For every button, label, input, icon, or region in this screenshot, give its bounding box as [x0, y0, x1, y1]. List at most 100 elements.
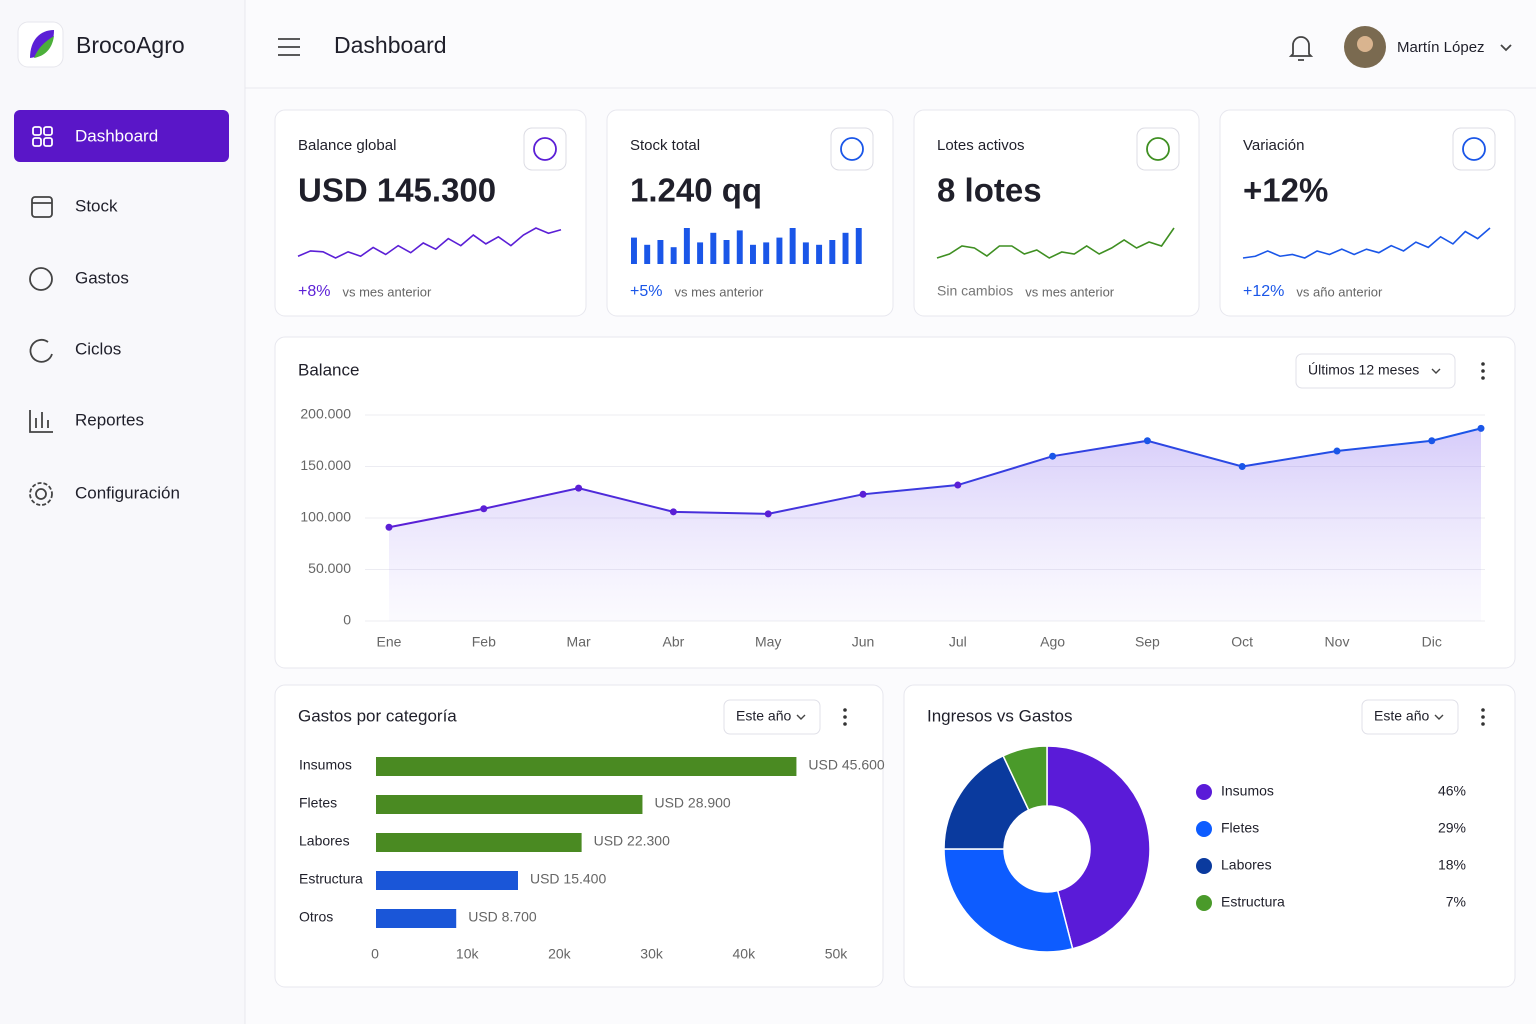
point	[480, 505, 488, 513]
kpi-spark-bar	[644, 244, 651, 264]
nav-item[interactable]: Dashboard	[75, 126, 158, 145]
x-tick-label: 30k	[640, 946, 664, 962]
kpi-spark-bar	[763, 242, 770, 264]
more-menu[interactable]	[843, 715, 847, 719]
notifications[interactable]	[1288, 36, 1314, 61]
kpi-icon-glyph	[533, 137, 557, 161]
kpi-spark-bar	[736, 230, 743, 264]
x-tick-label: Jun	[852, 634, 875, 650]
category-label: Insumos	[299, 757, 352, 773]
y-tick-label: 200.000	[300, 406, 351, 422]
kpi-sparkline	[936, 227, 1175, 259]
kpi-spark-bar	[723, 240, 730, 264]
kpi-sparkline	[1242, 227, 1491, 259]
point	[385, 523, 393, 531]
dropdown[interactable]	[1361, 699, 1459, 735]
kpi-spark-bar	[829, 240, 836, 264]
point	[1049, 452, 1057, 460]
kpi-value: USD 145.300	[298, 172, 496, 209]
user-menu-caret[interactable]	[1500, 44, 1512, 52]
value-label: USD 15.400	[530, 871, 606, 887]
more-menu[interactable]	[843, 708, 847, 712]
nav-active[interactable]	[14, 110, 229, 162]
nav-item[interactable]: Reportes	[75, 410, 144, 429]
kpi-icon	[1136, 127, 1180, 171]
x-tick-label: May	[755, 634, 781, 650]
kpi-value: 1.240 qq	[630, 172, 762, 209]
bar	[376, 757, 797, 776]
chart-title: Gastos por categoría	[298, 706, 457, 725]
x-tick-label: Mar	[567, 634, 591, 650]
legend-label: Estructura	[1221, 894, 1285, 910]
legend-label: Insumos	[1221, 783, 1274, 799]
x-tick-label: 40k	[733, 946, 757, 962]
more-menu[interactable]	[1481, 369, 1485, 373]
category-label: Labores	[299, 833, 350, 849]
point	[954, 481, 962, 489]
more-menu[interactable]	[843, 722, 847, 726]
more-menu[interactable]	[1481, 708, 1485, 712]
y-tick-label: 100.000	[300, 509, 351, 525]
kpi-spark-bar	[789, 228, 796, 264]
dropdown[interactable]	[1295, 353, 1456, 389]
dropdown-label: Este año	[1374, 708, 1429, 724]
kpi-card	[274, 109, 587, 317]
legend-value: 29%	[1438, 820, 1466, 836]
logo-leaf	[30, 30, 54, 58]
kpi-spark-bar	[816, 244, 823, 264]
nav-item[interactable]: Gastos	[75, 268, 129, 287]
kpi-icon-glyph	[1146, 137, 1170, 161]
more-menu[interactable]	[1481, 376, 1485, 380]
kpi-note: vs mes anterior	[1025, 284, 1115, 299]
value-label: USD 8.700	[468, 909, 537, 925]
kpi-spark-bar	[697, 242, 704, 264]
bar	[376, 909, 457, 928]
page-title: Dashboard	[334, 32, 447, 58]
legend-value: 46%	[1438, 783, 1466, 799]
kpi-note: vs año anterior	[1296, 284, 1383, 299]
x-tick-label: Sep	[1135, 634, 1160, 650]
kpi-card	[606, 109, 894, 317]
pie-slice	[943, 848, 1074, 953]
x-tick-label: Ago	[1040, 634, 1065, 650]
value-label: USD 45.600	[808, 757, 884, 773]
more-menu[interactable]	[1481, 715, 1485, 719]
point	[1143, 437, 1151, 445]
nav-item[interactable]: Stock	[75, 196, 118, 215]
legend-value: 7%	[1446, 894, 1466, 910]
value-label: USD 28.900	[654, 795, 730, 811]
more-menu[interactable]	[1481, 362, 1485, 366]
logo-leaf2	[34, 36, 54, 58]
category-label: Estructura	[299, 871, 363, 887]
x-tick-label: 20k	[548, 946, 572, 962]
bar	[376, 795, 643, 814]
kpi-value: 8 lotes	[937, 172, 1042, 209]
nav-item[interactable]: Configuración	[75, 483, 180, 502]
pie-slice	[1002, 745, 1048, 812]
nav-item[interactable]: Ciclos	[75, 339, 121, 358]
kpi-card	[1219, 109, 1516, 317]
kpi-spark-bar	[683, 228, 690, 264]
kpi-spark-bar	[855, 228, 862, 264]
legend-swatch	[1196, 821, 1212, 837]
dropdown[interactable]	[723, 699, 821, 735]
user-name[interactable]: Martín López	[1397, 39, 1485, 56]
kpi-spark-bar	[670, 247, 677, 264]
kpi-spark-bar	[776, 237, 783, 264]
kpi-change: Sin cambios	[937, 283, 1013, 299]
point	[669, 508, 677, 516]
more-menu[interactable]	[1481, 722, 1485, 726]
x-tick-label: 0	[371, 946, 379, 962]
x-tick-label: Feb	[472, 634, 496, 650]
kpi-note: vs mes anterior	[674, 284, 764, 299]
sidebar	[0, 0, 245, 1024]
kpi-value: +12%	[1243, 172, 1328, 209]
kpi-sparkline	[297, 227, 562, 259]
kpi-icon	[523, 127, 567, 171]
kpi-spark-bar	[631, 237, 637, 264]
dropdown-caret	[1431, 368, 1441, 374]
chart-title: Balance	[298, 360, 359, 379]
menu-button[interactable]	[278, 38, 300, 56]
kpi-label: Lotes activos	[937, 137, 1025, 154]
